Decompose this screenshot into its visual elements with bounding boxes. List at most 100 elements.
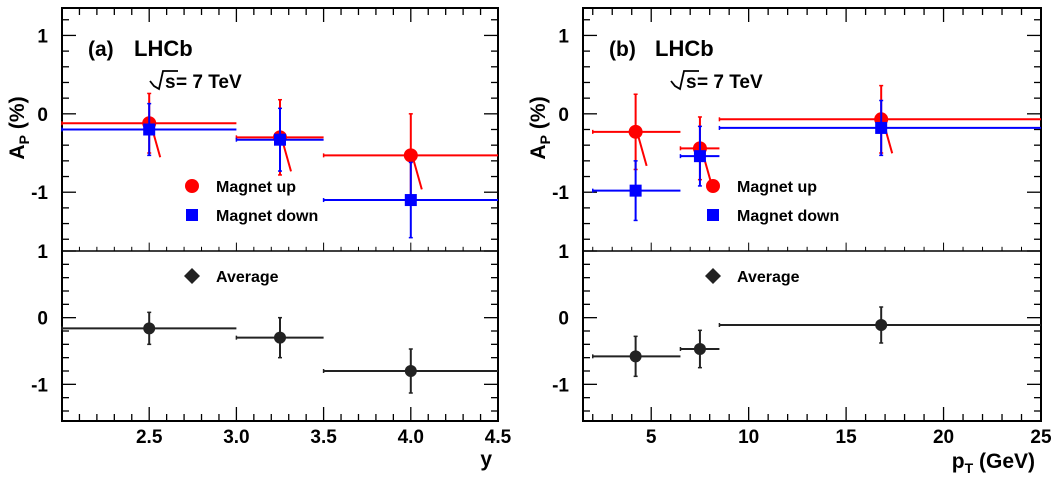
marker-circle (693, 343, 706, 355)
x-tick-label: 25 (1030, 427, 1052, 448)
x-tick-label: 20 (933, 427, 954, 448)
y-axis-symbol: A (527, 144, 550, 159)
series-magnet-down (61, 102, 498, 239)
legend-label: Magnet down (737, 208, 839, 225)
data-point (235, 107, 324, 172)
y-axis-title: AP (%) (6, 96, 32, 159)
x-axis-symbol: p (952, 450, 965, 473)
legend-label: Average (216, 269, 279, 286)
legend-marker-diamond (184, 268, 200, 284)
marker-circle (404, 365, 417, 377)
legend-item: Magnet up (706, 179, 817, 196)
y-tick-label-upper: 1 (37, 26, 48, 47)
y-tick-label-upper: 0 (558, 105, 569, 126)
marker-square (274, 133, 286, 146)
series-average (591, 306, 1041, 378)
y-tick-label-upper: 1 (558, 26, 569, 47)
legend-item: Average (705, 268, 800, 286)
x-tick-label: 3.0 (223, 427, 249, 448)
x-tick-label: 4.0 (398, 427, 424, 448)
y-axis-unit: (%) (6, 96, 29, 129)
y-tick-label-lower: 1 (37, 242, 48, 263)
marker-square (875, 121, 888, 134)
data-point (718, 99, 1041, 157)
sqrt-variable: s (165, 72, 176, 93)
x-tick-label: 5 (646, 427, 657, 448)
x-axis-subscript: T (965, 460, 974, 476)
legend-item: Magnet up (185, 179, 296, 196)
data-point (591, 93, 681, 171)
legend-marker-circle (185, 179, 199, 193)
y-tick-label-upper: -1 (31, 183, 48, 204)
y-axis-subscript: P (537, 135, 553, 144)
data-point (322, 348, 498, 394)
experiment-label: LHCb (134, 36, 193, 61)
y-tick-label-lower: -1 (31, 375, 48, 396)
series-average (61, 311, 498, 394)
sqrt-variable: s (686, 72, 697, 93)
legend-marker-diamond (705, 268, 721, 284)
y-tick-label-lower: -1 (552, 375, 569, 396)
y-tick-label-lower: 0 (558, 309, 569, 330)
data-point (235, 316, 324, 359)
marker-square (404, 194, 417, 207)
legend-item: Magnet down (186, 208, 318, 225)
x-axis-unit: (GeV) (973, 450, 1035, 473)
legend-marker-circle (706, 179, 720, 193)
x-tick-label: 4.5 (485, 427, 512, 448)
chart-panel-a: 2.5 3.0 3.5 4.0 4.5 1 0 -1 1 0 -1 AP (%) y (a) LHCb s = … (6, 7, 512, 471)
plot-frame (61, 7, 499, 422)
legend-label: Average (737, 269, 800, 286)
data-point (679, 125, 720, 187)
legend-label: Magnet down (216, 208, 318, 225)
x-tick-label: 15 (836, 427, 858, 448)
data-point (322, 161, 498, 239)
data-point (61, 311, 237, 346)
y-tick-label-lower: 1 (558, 242, 569, 263)
series-magnet-up (591, 84, 1041, 183)
panel-label: (a) (88, 38, 114, 61)
x-axis-title: y (480, 448, 492, 471)
marker-circle (274, 331, 286, 344)
marker-square (143, 123, 156, 136)
sqrt-radical-icon (149, 70, 178, 91)
y-axis-unit: (%) (527, 96, 550, 129)
marker-circle (628, 124, 643, 139)
x-axis-title: pT (GeV) (952, 450, 1035, 476)
experiment-label: LHCb (655, 36, 714, 61)
slant-error-tick (636, 133, 648, 167)
data-point (718, 306, 1041, 344)
y-tick-label-upper: 0 (37, 105, 48, 126)
marker-circle (403, 148, 418, 163)
legend-item: Magnet down (707, 208, 839, 225)
legend-marker-square (186, 209, 198, 221)
data-point (591, 160, 681, 222)
sqrt-radical-icon (670, 70, 699, 91)
legend-label: Magnet up (216, 179, 296, 196)
marker-circle (875, 319, 888, 331)
y-axis-title: AP (%) (527, 96, 553, 159)
legend-item: Average (184, 268, 279, 286)
panel-label: (b) (609, 38, 636, 61)
marker-circle (629, 350, 642, 363)
energy-value: = 7 TeV (176, 72, 242, 93)
y-axis-subscript: P (16, 135, 32, 144)
y-tick-label-lower: 0 (37, 309, 48, 330)
slant-error-tick (411, 157, 423, 190)
legend-label: Magnet up (737, 179, 817, 196)
marker-square (629, 184, 642, 197)
data-point (591, 335, 681, 378)
x-tick-label: 2.5 (136, 427, 163, 448)
legend-marker-square (707, 209, 719, 221)
data-point (679, 329, 720, 369)
y-tick-label-upper: -1 (552, 183, 569, 204)
plot-frame (582, 7, 1042, 422)
x-tick-label: 10 (738, 427, 759, 448)
energy-value: = 7 TeV (697, 72, 763, 93)
marker-circle (143, 322, 156, 335)
x-tick-label: 3.5 (310, 427, 337, 448)
data-point (322, 113, 498, 198)
marker-square (693, 150, 706, 163)
